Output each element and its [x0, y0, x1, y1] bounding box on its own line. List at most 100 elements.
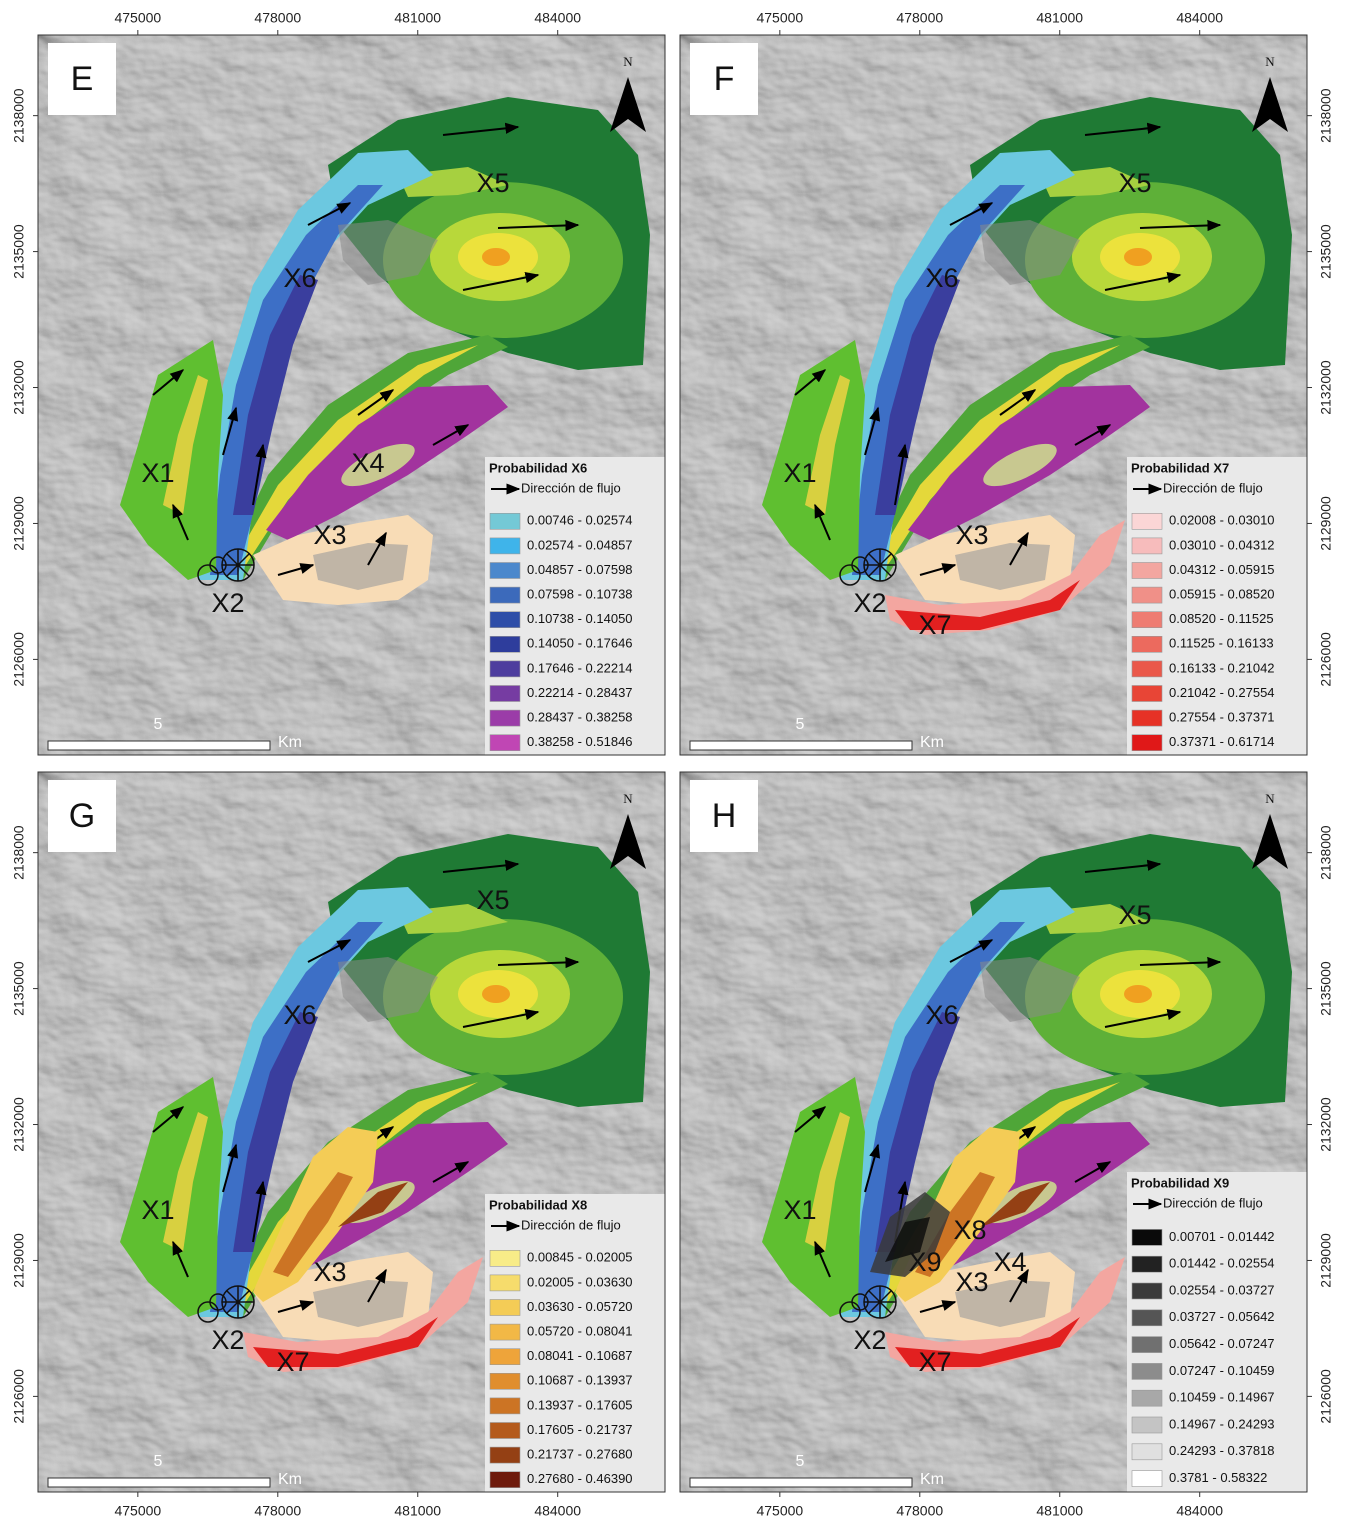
legend-swatch: [490, 710, 520, 726]
legend-class-label: 0.21042 - 0.27554: [1169, 685, 1275, 700]
legend-class-label: 0.03010 - 0.04312: [1169, 537, 1275, 552]
y-tick-label: 2126000: [11, 632, 27, 687]
scale-unit: Km: [278, 734, 302, 751]
legend-class-label: 0.21737 - 0.27680: [527, 1447, 633, 1462]
legend-swatch: [490, 1447, 520, 1463]
legend-swatch: [1132, 636, 1162, 652]
vent-label: X3: [955, 520, 988, 550]
scale-unit: Km: [920, 1471, 944, 1488]
vent-label: X5: [1118, 168, 1151, 198]
vent-label: X3: [313, 520, 346, 550]
scale-label: 5: [796, 716, 805, 733]
vent-label: X8: [953, 1215, 986, 1245]
legend-swatch: [1132, 1256, 1162, 1272]
legend-swatch: [490, 1275, 520, 1291]
x-tick-label: 484000: [1176, 10, 1223, 26]
legend-class-label: 0.02554 - 0.03727: [1169, 1282, 1275, 1297]
legend-class-label: 0.10459 - 0.14967: [1169, 1390, 1275, 1405]
y-tick-label: 2132000: [11, 360, 27, 415]
legend-swatch: [490, 1423, 520, 1439]
vent-label: X2: [211, 588, 244, 618]
vent-label: X7: [918, 1347, 951, 1377]
legend-class-label: 0.05915 - 0.08520: [1169, 587, 1275, 602]
legend-swatch: [1132, 1229, 1162, 1245]
scale-bar: [690, 741, 912, 750]
north-label: N: [1265, 54, 1275, 69]
legend-swatch: [1132, 661, 1162, 677]
vent-label: X1: [783, 458, 816, 488]
vent-label: X4: [351, 448, 384, 478]
y-tick-label: 2135000: [1318, 961, 1334, 1016]
x-tick-label: 481000: [1036, 10, 1083, 26]
vent-label: X6: [925, 263, 958, 293]
figure: EN5KmX5X6X4X1X3X2Probabilidad X6Direcció…: [0, 0, 1348, 1519]
legend-swatch: [490, 636, 520, 652]
vent-label: X3: [955, 1267, 988, 1297]
legend-class-label: 0.00701 - 0.01442: [1169, 1229, 1275, 1244]
legend-class-label: 0.08520 - 0.11525: [1169, 611, 1274, 626]
legend-swatch: [490, 513, 520, 529]
scale-bar: [48, 741, 270, 750]
legend-class-label: 0.02574 - 0.04857: [527, 537, 633, 552]
legend-swatch: [1132, 686, 1162, 702]
map-body: HN5KmX5X6X8X9X4X1X3X2X7Probabilidad X9Di…: [680, 772, 1307, 1492]
legend-class-label: 0.37371 - 0.61714: [1169, 734, 1275, 749]
legend-swatch: [490, 538, 520, 554]
legend-class-label: 0.10738 - 0.14050: [527, 611, 633, 626]
legend-swatch: [490, 1324, 520, 1340]
vent-label: X5: [1118, 900, 1151, 930]
legend-class-label: 0.11525 - 0.16133: [1169, 636, 1274, 651]
x-tick-label: 478000: [896, 10, 943, 26]
y-tick-label: 2135000: [11, 224, 27, 279]
legend-class-label: 0.07247 - 0.10459: [1169, 1363, 1275, 1378]
legend-swatch: [490, 1398, 520, 1414]
legend-swatch: [1132, 1390, 1162, 1406]
y-tick-label: 2135000: [1318, 224, 1334, 279]
x-tick-label: 481000: [394, 10, 441, 26]
vent-label: X1: [141, 1195, 174, 1225]
legend-swatch: [1132, 1417, 1162, 1433]
vent-label: X7: [918, 610, 951, 640]
vent-label: X2: [211, 1325, 244, 1355]
legend-swatch: [490, 661, 520, 677]
legend-class-label: 0.10687 - 0.13937: [527, 1373, 633, 1388]
legend-class-label: 0.17646 - 0.22214: [527, 660, 633, 675]
x-tick-label: 478000: [254, 1503, 301, 1519]
legend-flow: Dirección de flujo: [1163, 1195, 1263, 1210]
legend-class-label: 0.07598 - 0.10738: [527, 587, 633, 602]
legend-class-label: 0.27680 - 0.46390: [527, 1471, 633, 1486]
legend-title: Probabilidad X7: [1131, 460, 1229, 475]
vent-label: X5: [476, 885, 509, 915]
north-label: N: [623, 54, 633, 69]
y-tick-label: 2129000: [1318, 496, 1334, 551]
legend-swatch: [1132, 1337, 1162, 1353]
scale-unit: Km: [920, 734, 944, 751]
x-tick-label: 481000: [394, 1503, 441, 1519]
vent-label: X2: [853, 1325, 886, 1355]
x-tick-label: 481000: [1036, 1503, 1083, 1519]
panel-letter: E: [71, 60, 94, 98]
scale-label: 5: [154, 1453, 163, 1470]
panel-letter: G: [69, 797, 95, 835]
legend-swatch: [1132, 1310, 1162, 1326]
y-tick-label: 2132000: [1318, 1097, 1334, 1152]
vent-label: X1: [141, 458, 174, 488]
legend-swatch: [490, 1472, 520, 1488]
legend-swatch: [1132, 587, 1162, 603]
legend-class-label: 0.14967 - 0.24293: [1169, 1416, 1275, 1431]
x-tick-label: 478000: [896, 1503, 943, 1519]
scale-label: 5: [796, 1453, 805, 1470]
scale-label: 5: [154, 716, 163, 733]
legend-title: Probabilidad X8: [489, 1197, 587, 1212]
legend-swatch: [490, 1250, 520, 1266]
legend-swatch: [1132, 612, 1162, 628]
legend-class-label: 0.28437 - 0.38258: [527, 710, 633, 725]
legend-swatch: [1132, 1283, 1162, 1299]
legend-swatch: [1132, 710, 1162, 726]
x-tick-label: 475000: [756, 1503, 803, 1519]
